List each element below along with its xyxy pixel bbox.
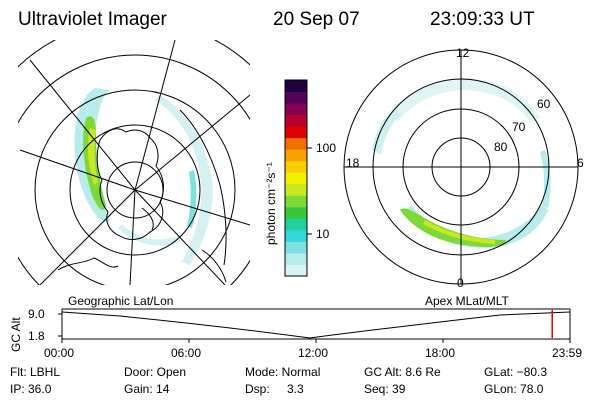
colorbar-segment <box>285 206 307 219</box>
colorbar-segment <box>285 252 307 265</box>
mlt-label-18: 18 <box>346 156 360 170</box>
date-text: 20 Sep 07 <box>273 9 360 30</box>
colorbar-segment <box>285 80 307 93</box>
seq-status: Seq: 39 <box>364 382 406 396</box>
colorbar-segment <box>285 218 307 231</box>
color-bar <box>285 80 307 277</box>
x-tick-2359: 23:59 <box>552 346 583 360</box>
x-tick-0000: 00:00 <box>44 346 75 360</box>
colorbar-segment <box>285 160 307 173</box>
glon-status: GLon: 78.0 <box>484 382 544 396</box>
instrument-title: Ultraviolet Imager <box>18 9 167 30</box>
time-text: 23:09:33 UT <box>430 9 535 30</box>
colorbar-segment <box>285 149 307 162</box>
x-tick-1800: 18:00 <box>425 346 456 360</box>
ip-status: IP: 36.0 <box>10 382 52 396</box>
glat-status: GLat: −80.3 <box>484 365 548 379</box>
colorbar-segment <box>285 114 307 127</box>
mode-status: Mode: Normal <box>245 365 321 379</box>
right-map-label: Apex MLat/MLT <box>425 294 509 308</box>
colorbar-segment <box>285 91 307 104</box>
x-tick-marks <box>61 339 571 343</box>
mlat-label-70: 70 <box>512 120 526 134</box>
colorbar-unit-label: photon cm⁻²s⁻¹ <box>264 162 278 245</box>
mlt-label-6: 6 <box>577 156 584 170</box>
gc-alt-status: GC Alt: 8.6 Re <box>364 365 441 379</box>
alt-axis-label: GC Alt <box>9 317 23 352</box>
x-tick-0600: 06:00 <box>171 346 202 360</box>
dsp-label: Dsp: <box>245 382 270 396</box>
colorbar-tick-10: 10 <box>316 227 330 241</box>
colorbar-segment <box>285 103 307 116</box>
mlat-grid <box>343 49 579 285</box>
mlat-label-60: 60 <box>537 97 551 111</box>
mlt-label-12: 12 <box>456 46 470 60</box>
colorbar-segment <box>285 241 307 254</box>
gain-status: Gain: 14 <box>124 382 170 396</box>
alt-tick-low: 1.8 <box>28 329 45 343</box>
left-map-label: Geographic Lat/Lon <box>68 294 174 308</box>
alt-tick-high: 9.0 <box>28 307 45 321</box>
altitude-curve <box>61 311 571 339</box>
door-status: Door: Open <box>124 365 187 379</box>
colorbar-tick-100: 100 <box>316 141 337 155</box>
dsp-value: 3.3 <box>287 382 304 396</box>
x-tick-1200: 12:00 <box>298 346 329 360</box>
colorbar-segment <box>285 195 307 208</box>
filter-status: Flt: LBHL <box>10 365 61 379</box>
colorbar-segment <box>285 172 307 185</box>
colorbar-segment <box>285 137 307 150</box>
colorbar-segment <box>285 229 307 242</box>
mlt-label-0: 0 <box>457 276 464 290</box>
colorbar-segment <box>285 264 307 277</box>
colorbar-segment <box>285 126 307 139</box>
colorbar-segment <box>285 183 307 196</box>
mlat-label-80: 80 <box>494 140 508 154</box>
